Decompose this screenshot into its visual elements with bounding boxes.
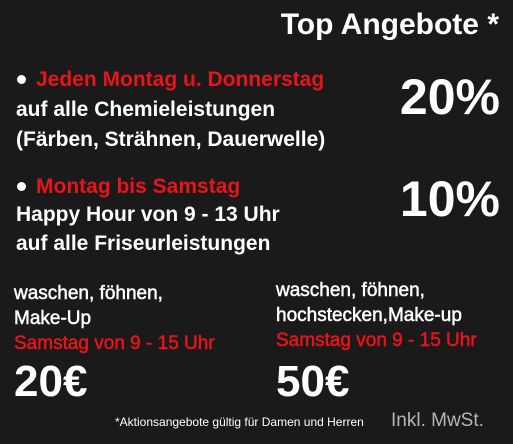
tax-note: Inkl. MwSt. [391, 410, 484, 431]
offer-line: auf alle Friseurleistungen [16, 232, 271, 255]
bullet [17, 75, 26, 84]
package-line: hochstecken,Make-up [276, 305, 462, 326]
package-price: 50€ [276, 357, 350, 406]
offer-line: Happy Hour von 9 - 13 Uhr [16, 203, 280, 226]
offer-headline: Montag bis Samstag [36, 175, 241, 198]
offer-discount: 10% [399, 171, 500, 227]
package-price: 20€ [14, 357, 88, 406]
offer-headline: Jeden Montag u. Donnerstag [36, 68, 325, 91]
offer-discount: 20% [399, 69, 500, 125]
offer-line: (Färben, Strähnen, Dauerwelle) [16, 128, 326, 151]
package-line: Make-Up [14, 308, 92, 329]
bullet [17, 182, 26, 191]
package-line: waschen, föhnen, [14, 283, 163, 304]
package-time: Samstag von 9 - 15 Uhr [276, 330, 477, 351]
offer-line: auf alle Chemieleistungen [16, 98, 276, 121]
footer-note: *Aktionsangebote gültig für Damen und He… [115, 415, 364, 429]
package-line: waschen, föhnen, [276, 280, 425, 301]
title: Top Angebote * [280, 8, 499, 41]
package-time: Samstag von 9 - 15 Uhr [14, 333, 215, 354]
